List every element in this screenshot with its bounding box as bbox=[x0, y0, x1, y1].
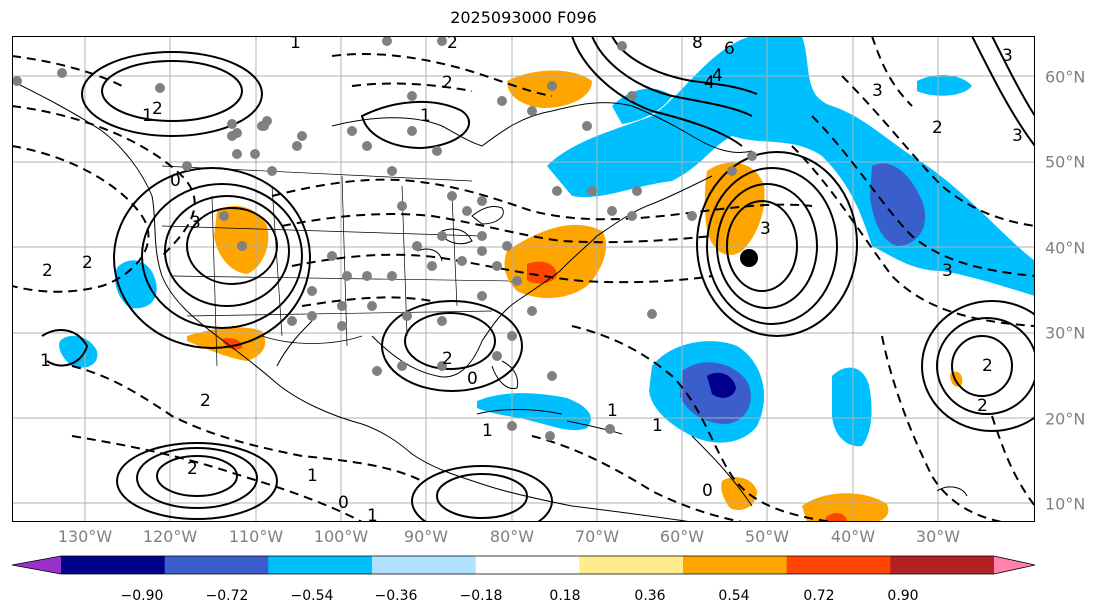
contour-label: 1 bbox=[40, 351, 51, 371]
contour-label: 2 bbox=[42, 261, 53, 281]
colorbar-segments bbox=[12, 556, 1035, 574]
shade-navy-north-atlantic bbox=[870, 163, 926, 246]
lon-label: 50°W bbox=[744, 527, 790, 546]
contour-label: 8 bbox=[692, 36, 703, 53]
lon-label: 40°W bbox=[830, 527, 876, 546]
contour-label: 2 bbox=[982, 356, 993, 376]
colorbar-extend-max bbox=[994, 556, 1035, 574]
contour-label-layer: 1 2 3 1 2 1 2 3 4 6 8 2 3 1 2 1 2 3 2 0 … bbox=[40, 36, 1023, 522]
lat-label: 60°N bbox=[1045, 67, 1086, 87]
colorbar-tick-label: 0.18 bbox=[549, 588, 581, 604]
contour-label: 1 bbox=[307, 466, 318, 486]
colorbar-tick-label: 0.54 bbox=[718, 588, 750, 604]
contour-label: 2 bbox=[447, 36, 458, 53]
contour-label: 4 bbox=[712, 66, 723, 86]
contour-label: 0 bbox=[702, 481, 713, 501]
shade-orange-great-basin bbox=[214, 206, 269, 274]
colorbar-extend-min bbox=[12, 556, 61, 574]
contour-label: 1 bbox=[367, 506, 378, 522]
contour-label: 3 bbox=[760, 219, 771, 239]
contour-label: 0 bbox=[467, 369, 478, 389]
colorbar bbox=[11, 555, 1036, 575]
contour-label: 1 bbox=[652, 416, 663, 436]
lat-label: 10°N bbox=[1045, 494, 1086, 514]
colorbar-segment bbox=[268, 556, 373, 574]
contour-label: 0 bbox=[170, 171, 181, 191]
colorbar-segment bbox=[61, 556, 166, 574]
shade-blue-west-coast bbox=[115, 260, 157, 309]
colorbar-tick-label: −0.36 bbox=[374, 588, 418, 604]
contour-label: 3 bbox=[872, 81, 883, 101]
station-markers bbox=[12, 36, 757, 441]
colorbar-segment bbox=[579, 556, 684, 574]
dashed-contour-layer bbox=[12, 36, 1035, 522]
lat-label: 50°N bbox=[1045, 152, 1086, 172]
shade-dark-central-atlantic bbox=[707, 372, 736, 398]
contour-label: 1 bbox=[420, 106, 431, 126]
colorbar-segment bbox=[890, 556, 995, 574]
contour-label: 2 bbox=[977, 396, 988, 416]
contour-label: 1 bbox=[290, 36, 301, 53]
colorbar-tick-label: −0.54 bbox=[290, 588, 334, 604]
contour-label: 2 bbox=[932, 118, 943, 138]
lon-label: 110°W bbox=[228, 527, 284, 546]
colorbar-tick-label: 0.72 bbox=[803, 588, 835, 604]
shade-orange-tropical bbox=[721, 477, 757, 511]
shade-red-south bbox=[824, 513, 847, 522]
solid-contour-layer bbox=[41, 36, 1035, 522]
colorbar-segment bbox=[475, 556, 580, 574]
contour-label: 1 bbox=[482, 421, 493, 441]
shade-blue-caribbean bbox=[477, 393, 591, 431]
contour-label: 3 bbox=[1012, 126, 1023, 146]
contour-label: 0 bbox=[338, 493, 349, 513]
contour-label: 4 bbox=[704, 73, 715, 93]
colorbar-tick-label: −0.72 bbox=[205, 588, 249, 604]
contour-label: 6 bbox=[724, 39, 735, 59]
colorbar-segment bbox=[372, 556, 477, 574]
shade-blue-greenland bbox=[917, 74, 972, 96]
shaded-field-layer bbox=[59, 36, 1035, 522]
colorbar-tick-label: −0.18 bbox=[459, 588, 503, 604]
contour-label: 2 bbox=[82, 253, 93, 273]
contour-label: 1 bbox=[607, 401, 618, 421]
contour-label: 2 bbox=[200, 391, 211, 411]
map-title: 2025093000 F096 bbox=[450, 8, 597, 27]
colorbar-tick-label: 0.90 bbox=[887, 588, 919, 604]
lat-label: 30°N bbox=[1045, 323, 1086, 343]
colorbar-segment bbox=[164, 556, 269, 574]
colorbar-segment bbox=[786, 556, 891, 574]
shade-red-mid-atlantic bbox=[527, 261, 557, 284]
storm-center-marker bbox=[740, 249, 758, 267]
shade-blue-pacific bbox=[59, 335, 98, 368]
contour-label: 2 bbox=[442, 73, 453, 93]
lon-label: 100°W bbox=[313, 527, 369, 546]
shade-orange-west-atlantic bbox=[704, 162, 765, 255]
colorbar-tick-label: 0.36 bbox=[634, 588, 666, 604]
contour-label: 3 bbox=[1002, 46, 1013, 66]
contour-label: 2 bbox=[187, 459, 198, 479]
contour-label: 3 bbox=[190, 213, 201, 233]
weather-map: 1 2 3 1 2 1 2 3 4 6 8 2 3 1 2 1 2 3 2 0 … bbox=[12, 36, 1035, 522]
map-frame bbox=[12, 36, 1035, 522]
lat-label: 20°N bbox=[1045, 409, 1086, 429]
colorbar-tick-label: −0.90 bbox=[120, 588, 164, 604]
coastline-layer bbox=[12, 80, 968, 522]
lon-label: 90°W bbox=[403, 527, 449, 546]
contour-label: 1 bbox=[142, 106, 153, 126]
lon-label: 80°W bbox=[489, 527, 535, 546]
contour-label: 3 bbox=[942, 261, 953, 281]
lon-label: 30°W bbox=[915, 527, 961, 546]
lon-label: 120°W bbox=[142, 527, 198, 546]
colorbar-segment bbox=[683, 556, 788, 574]
shade-orange-south bbox=[802, 493, 889, 522]
lat-label: 40°N bbox=[1045, 238, 1086, 258]
lon-label: 130°W bbox=[57, 527, 113, 546]
contour-label: 2 bbox=[152, 99, 163, 119]
contour-label: 2 bbox=[442, 349, 453, 369]
colorbar-outline bbox=[11, 555, 1036, 575]
lon-label: 70°W bbox=[574, 527, 620, 546]
shade-blue-east-atlantic bbox=[832, 367, 872, 447]
lon-label: 60°W bbox=[659, 527, 705, 546]
